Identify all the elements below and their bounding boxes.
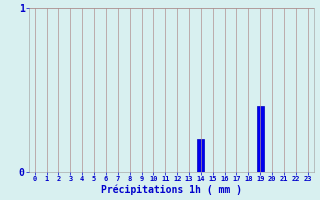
Bar — [197, 139, 204, 172]
Bar — [257, 106, 264, 172]
X-axis label: Précipitations 1h ( mm ): Précipitations 1h ( mm ) — [101, 185, 242, 195]
